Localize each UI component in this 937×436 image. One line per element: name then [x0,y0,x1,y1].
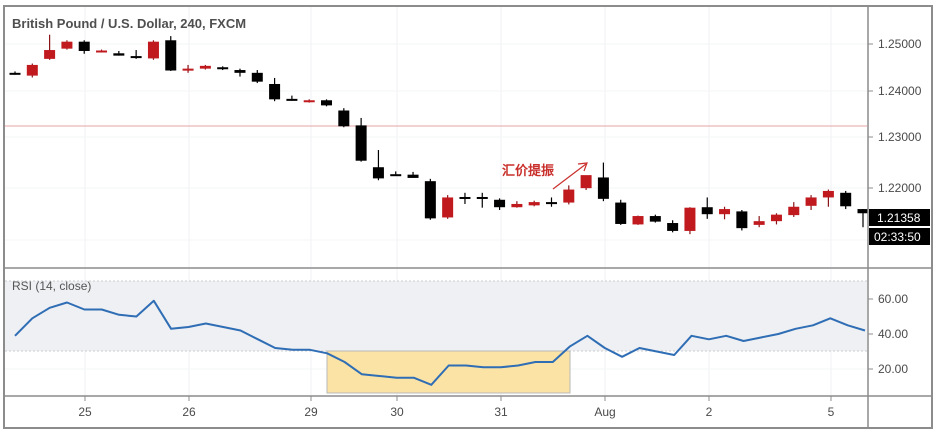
time-axis[interactable]: 25 26 29 30 31 Aug 2 5 [78,396,835,419]
rsi-tick-label: 20.00 [878,362,908,376]
rsi-tick-label: 60.00 [878,292,908,306]
candle [563,189,575,203]
candle [476,196,488,199]
chart-title: British Pound / U.S. Dollar, 240, FXCM [12,16,246,31]
candle [321,100,333,106]
candle [113,53,125,56]
time-tick-label: 26 [182,405,196,419]
candle [9,72,21,75]
candle [338,110,350,127]
candle [857,209,869,214]
chart-frame [3,5,933,429]
rsi-axis[interactable]: 60.00 40.00 20.00 [868,292,908,376]
candle [372,167,384,179]
candle [528,202,540,206]
candle [649,216,661,222]
rsi-band-background [5,281,867,351]
price-tick-label: 1.22000 [878,181,922,195]
candle [459,196,471,199]
time-tick-label: 29 [304,405,318,419]
candle [355,125,367,161]
rsi-line [14,299,866,386]
time-tick-label: 31 [494,405,508,419]
candle [580,175,592,189]
candle [61,41,73,49]
price-tick-label: 1.24000 [878,84,922,98]
candle [130,56,142,59]
candle [96,50,108,53]
candle [251,72,263,82]
candlestick-series [9,34,869,235]
price-axis[interactable]: 1.25000 1.24000 1.23000 1.22000 [868,37,922,195]
candle [234,70,246,73]
candle [615,202,627,224]
rsi-tick-label: 40.00 [878,327,908,341]
candle [182,68,194,71]
candle [667,223,679,231]
candle [719,209,731,215]
rsi-title: RSI (14, close) [12,279,91,293]
price-tick-label: 1.25000 [878,37,922,51]
candle [494,199,506,208]
candle [511,203,523,208]
time-tick-label: 5 [828,405,835,419]
candle [545,202,557,205]
candle [770,214,782,222]
candle [424,181,436,219]
annotation-arrow-icon [552,162,588,190]
candle [840,192,852,207]
last-price-value: 1.21358 [877,211,921,225]
candle [199,65,211,69]
candle [147,41,159,59]
candle [701,207,713,215]
candle [217,67,229,70]
time-tick-label: 30 [390,405,404,419]
candle [788,206,800,216]
candle [684,207,696,231]
candle [632,216,644,225]
candle [805,197,817,206]
candle [753,221,765,225]
candle [822,190,834,198]
candle [390,174,402,177]
candle [407,174,419,178]
candle [26,64,38,76]
candle [78,41,90,51]
annotation-label: 汇价提振 [502,163,554,178]
candle [736,211,748,229]
time-tick-label: 25 [78,405,92,419]
bar-countdown: 02:33:50 [874,230,921,244]
time-tick-label: 2 [706,405,713,419]
candle [44,50,56,59]
candle [442,197,454,218]
candle [303,100,315,103]
candle [165,40,177,71]
last-price-tag [869,209,930,226]
candle [597,177,609,199]
candle [269,83,281,100]
candle [286,98,298,101]
price-tick-label: 1.23000 [878,130,922,144]
oversold-highlight-box [326,350,571,394]
countdown-tag [869,228,930,245]
time-tick-label: Aug [594,405,615,419]
